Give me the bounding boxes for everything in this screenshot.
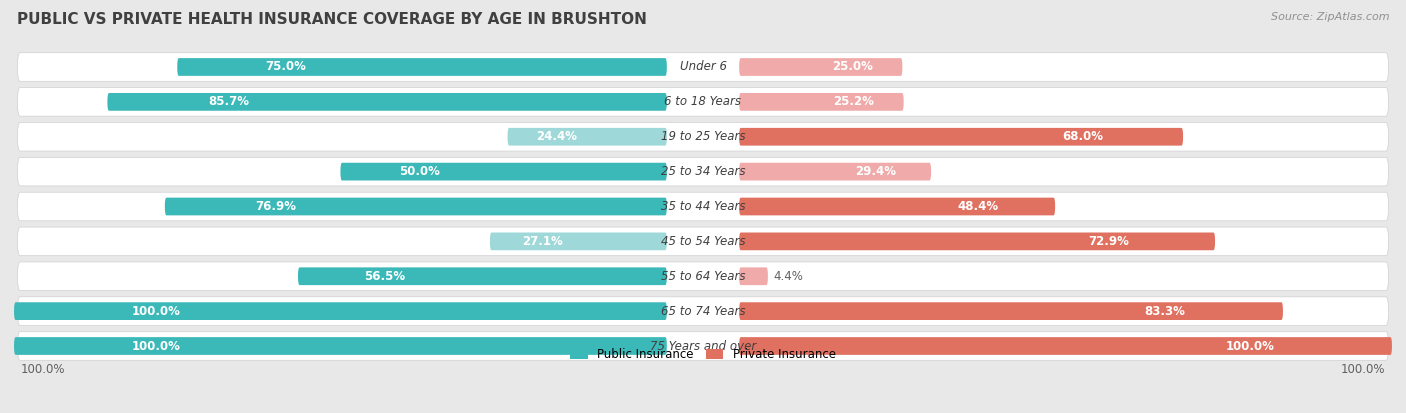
FancyBboxPatch shape	[14, 337, 666, 355]
FancyBboxPatch shape	[17, 227, 1389, 256]
FancyBboxPatch shape	[17, 122, 1389, 151]
Text: 100.0%: 100.0%	[132, 339, 180, 353]
Text: 19 to 25 Years: 19 to 25 Years	[661, 130, 745, 143]
FancyBboxPatch shape	[17, 192, 1389, 221]
FancyBboxPatch shape	[177, 58, 666, 76]
Text: PUBLIC VS PRIVATE HEALTH INSURANCE COVERAGE BY AGE IN BRUSHTON: PUBLIC VS PRIVATE HEALTH INSURANCE COVER…	[17, 12, 647, 27]
FancyBboxPatch shape	[489, 233, 666, 250]
Text: 100.0%: 100.0%	[132, 305, 180, 318]
Text: 56.5%: 56.5%	[364, 270, 405, 283]
FancyBboxPatch shape	[107, 93, 666, 111]
FancyBboxPatch shape	[740, 337, 1392, 355]
FancyBboxPatch shape	[17, 332, 1389, 360]
Text: 76.9%: 76.9%	[256, 200, 297, 213]
Text: 25.0%: 25.0%	[832, 60, 873, 74]
Text: 29.4%: 29.4%	[855, 165, 897, 178]
Text: 100.0%: 100.0%	[1340, 363, 1385, 376]
Text: 100.0%: 100.0%	[1226, 339, 1274, 353]
FancyBboxPatch shape	[740, 93, 904, 111]
FancyBboxPatch shape	[740, 58, 903, 76]
Text: 6 to 18 Years: 6 to 18 Years	[665, 95, 741, 108]
FancyBboxPatch shape	[17, 262, 1389, 291]
FancyBboxPatch shape	[14, 302, 666, 320]
Text: 85.7%: 85.7%	[208, 95, 249, 108]
Text: 27.1%: 27.1%	[522, 235, 562, 248]
FancyBboxPatch shape	[340, 163, 666, 180]
FancyBboxPatch shape	[17, 53, 1389, 81]
FancyBboxPatch shape	[740, 128, 1182, 146]
Text: 50.0%: 50.0%	[399, 165, 440, 178]
Text: 75.0%: 75.0%	[266, 60, 307, 74]
FancyBboxPatch shape	[740, 267, 768, 285]
FancyBboxPatch shape	[740, 163, 931, 180]
Text: 100.0%: 100.0%	[21, 363, 66, 376]
FancyBboxPatch shape	[740, 302, 1282, 320]
Text: Source: ZipAtlas.com: Source: ZipAtlas.com	[1271, 12, 1389, 22]
FancyBboxPatch shape	[17, 157, 1389, 186]
FancyBboxPatch shape	[740, 198, 1054, 215]
Text: Under 6: Under 6	[679, 60, 727, 74]
Text: 25 to 34 Years: 25 to 34 Years	[661, 165, 745, 178]
Text: 68.0%: 68.0%	[1062, 130, 1104, 143]
Text: 35 to 44 Years: 35 to 44 Years	[661, 200, 745, 213]
Text: 75 Years and over: 75 Years and over	[650, 339, 756, 353]
Text: 83.3%: 83.3%	[1144, 305, 1185, 318]
FancyBboxPatch shape	[740, 233, 1215, 250]
FancyBboxPatch shape	[508, 128, 666, 146]
Text: 55 to 64 Years: 55 to 64 Years	[661, 270, 745, 283]
Text: 48.4%: 48.4%	[957, 200, 998, 213]
Text: 65 to 74 Years: 65 to 74 Years	[661, 305, 745, 318]
Text: 45 to 54 Years: 45 to 54 Years	[661, 235, 745, 248]
Text: 4.4%: 4.4%	[773, 270, 803, 283]
FancyBboxPatch shape	[298, 267, 666, 285]
Text: 72.9%: 72.9%	[1088, 235, 1129, 248]
Text: 25.2%: 25.2%	[834, 95, 875, 108]
FancyBboxPatch shape	[165, 198, 666, 215]
Legend: Public Insurance, Private Insurance: Public Insurance, Private Insurance	[571, 348, 835, 361]
FancyBboxPatch shape	[17, 88, 1389, 116]
FancyBboxPatch shape	[17, 297, 1389, 325]
Text: 24.4%: 24.4%	[536, 130, 578, 143]
